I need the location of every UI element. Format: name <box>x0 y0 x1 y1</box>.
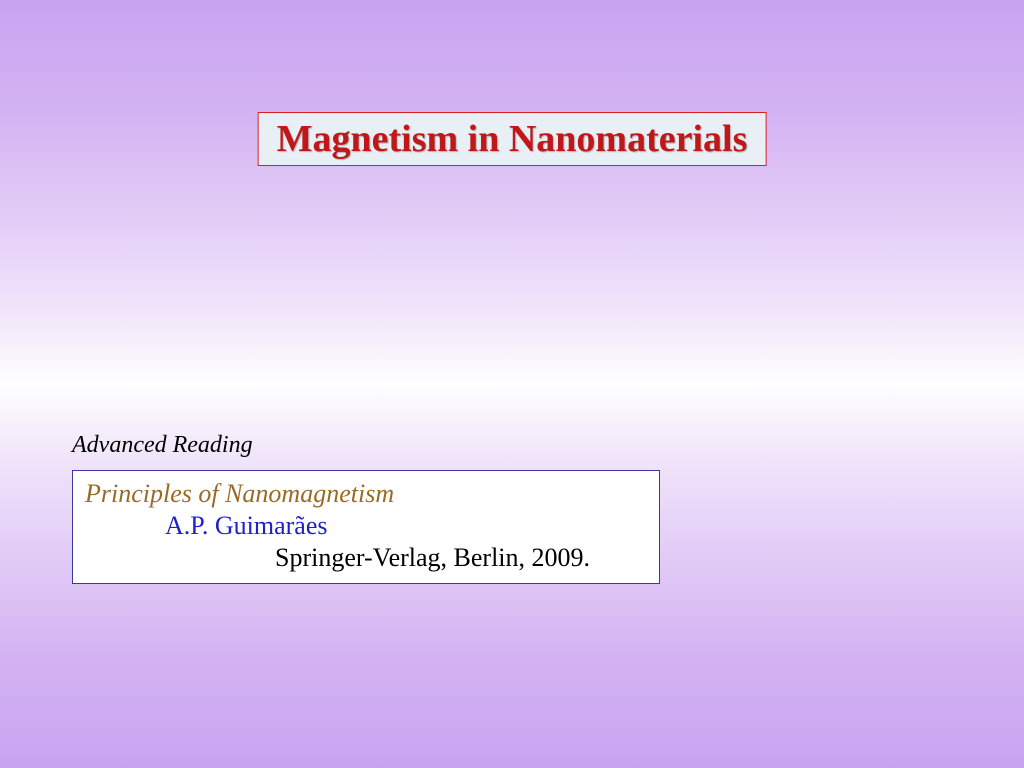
reference-title: Principles of Nanomagnetism <box>85 479 647 509</box>
reference-author: A.P. Guimarães <box>85 511 647 541</box>
title-box: Magnetism in Nanomaterials <box>258 112 767 166</box>
reference-box: Principles of Nanomagnetism A.P. Guimarã… <box>72 470 660 584</box>
slide-title: Magnetism in Nanomaterials <box>277 117 748 161</box>
section-label: Advanced Reading <box>72 432 253 459</box>
reference-publisher: Springer-Verlag, Berlin, 2009. <box>85 543 647 573</box>
